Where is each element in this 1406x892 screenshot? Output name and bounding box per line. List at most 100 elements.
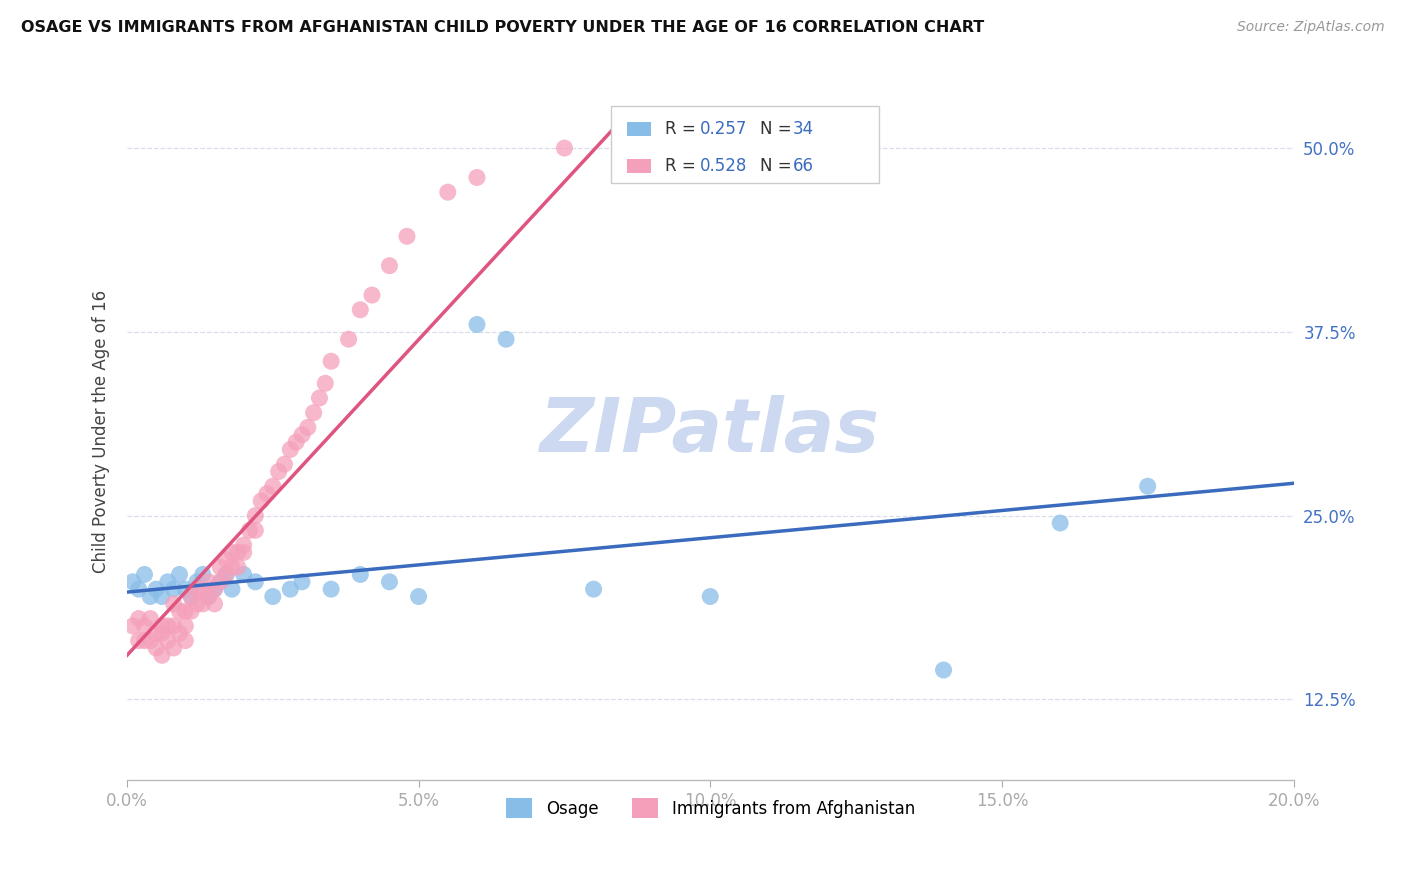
Point [150, 619, 173, 633]
Point [378, 259, 401, 273]
Text: Source: ZipAtlas.com: Source: ZipAtlas.com [1237, 20, 1385, 34]
Point [209, 574, 232, 589]
Point [436, 185, 458, 199]
Point [245, 524, 267, 538]
Point [150, 590, 173, 604]
Point [349, 302, 371, 317]
Point [321, 354, 343, 368]
Point [215, 567, 238, 582]
Point [262, 479, 284, 493]
Point [163, 597, 186, 611]
Point [134, 619, 156, 633]
Point [238, 524, 260, 538]
Point [221, 560, 243, 574]
Point [186, 582, 208, 596]
Point [191, 582, 214, 596]
Text: N =: N = [761, 120, 797, 138]
Point [262, 590, 284, 604]
Point [134, 633, 156, 648]
Point [186, 574, 208, 589]
Point [163, 619, 186, 633]
Point [221, 545, 243, 559]
Text: R =: R = [665, 120, 700, 138]
Point [139, 611, 162, 625]
Point [197, 574, 219, 589]
FancyBboxPatch shape [627, 122, 651, 136]
Text: ZIPatlas: ZIPatlas [540, 394, 880, 467]
Point [495, 332, 517, 346]
Point [932, 663, 955, 677]
Point [128, 633, 150, 648]
Point [245, 574, 267, 589]
Point [278, 582, 301, 596]
Point [232, 538, 254, 552]
Point [314, 376, 336, 391]
Point [169, 567, 191, 582]
Point [582, 582, 605, 596]
Point [163, 582, 186, 596]
Point [232, 545, 254, 559]
Point [209, 560, 232, 574]
Point [174, 619, 197, 633]
Point [699, 590, 721, 604]
Point [395, 229, 418, 244]
Point [215, 553, 238, 567]
Point [1049, 516, 1071, 530]
Point [308, 391, 330, 405]
Point [139, 633, 162, 648]
Text: 0.257: 0.257 [700, 120, 747, 138]
Point [174, 604, 197, 618]
Text: OSAGE VS IMMIGRANTS FROM AFGHANISTAN CHILD POVERTY UNDER THE AGE OF 16 CORRELATI: OSAGE VS IMMIGRANTS FROM AFGHANISTAN CHI… [21, 20, 984, 35]
Point [465, 318, 488, 332]
Point [191, 597, 214, 611]
Point [169, 626, 191, 640]
Point [553, 141, 575, 155]
Text: 66: 66 [793, 157, 814, 175]
Point [408, 590, 430, 604]
Point [169, 604, 191, 618]
Point [174, 633, 197, 648]
Point [291, 574, 314, 589]
Point [221, 582, 243, 596]
Point [209, 574, 232, 589]
Point [145, 640, 167, 655]
Point [191, 567, 214, 582]
Y-axis label: Child Poverty Under the Age of 16: Child Poverty Under the Age of 16 [93, 290, 110, 573]
Point [121, 574, 143, 589]
Point [285, 435, 308, 450]
Point [267, 465, 290, 479]
Point [156, 633, 179, 648]
FancyBboxPatch shape [612, 106, 879, 183]
Point [180, 604, 202, 618]
Point [349, 567, 371, 582]
Point [197, 590, 219, 604]
Point [378, 574, 401, 589]
Point [186, 597, 208, 611]
Point [156, 619, 179, 633]
Point [121, 619, 143, 633]
Point [139, 590, 162, 604]
Text: 34: 34 [793, 120, 814, 138]
Point [465, 170, 488, 185]
Point [180, 590, 202, 604]
Point [204, 582, 226, 596]
Point [226, 560, 249, 574]
Point [250, 494, 273, 508]
Text: N =: N = [761, 157, 797, 175]
Point [180, 590, 202, 604]
Point [150, 626, 173, 640]
Point [156, 574, 179, 589]
Point [134, 567, 156, 582]
Legend: Osage, Immigrants from Afghanistan: Osage, Immigrants from Afghanistan [499, 792, 921, 824]
Point [204, 597, 226, 611]
Point [302, 406, 325, 420]
Point [361, 288, 384, 302]
Point [215, 567, 238, 582]
Point [232, 567, 254, 582]
Text: 0.528: 0.528 [700, 157, 747, 175]
Point [297, 420, 319, 434]
Point [145, 626, 167, 640]
FancyBboxPatch shape [627, 160, 651, 173]
Point [245, 508, 267, 523]
Point [150, 648, 173, 663]
